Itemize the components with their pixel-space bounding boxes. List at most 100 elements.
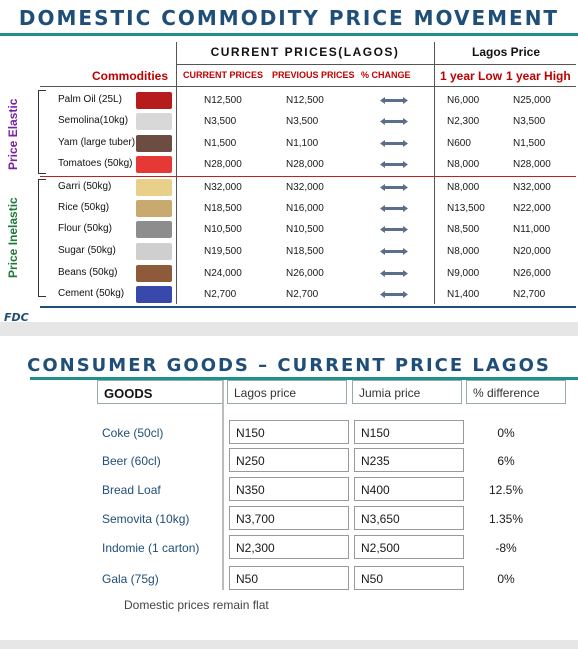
consumer-title: Consumer goods – current price Lagos bbox=[27, 355, 551, 376]
jumia-price: N50 bbox=[354, 566, 464, 590]
goods-name: Indomie (1 carton) bbox=[102, 541, 200, 555]
price-difference: 12.5% bbox=[488, 483, 524, 497]
jumia-price: N150 bbox=[354, 420, 464, 444]
lagos-price: N150 bbox=[229, 420, 349, 444]
commodity-row: Palm Oil (25L) N12,500 N12,500 N6,000 N25,00… bbox=[0, 90, 578, 111]
lagos-price: N350 bbox=[229, 477, 349, 501]
current-price: N19,500 bbox=[204, 246, 242, 257]
commodity-name: Flour (50kg) bbox=[58, 223, 112, 234]
commodity-row: Semolina(10kg) N3,500 N3,500 N2,300 N3,500 bbox=[0, 111, 578, 132]
year-low-price: N8,500 bbox=[447, 224, 480, 235]
commodity-image bbox=[136, 92, 172, 109]
bottom-band bbox=[0, 640, 578, 649]
goods-row: Beer (60cl) N250 N235 6% bbox=[0, 448, 578, 474]
commodity-name: Semolina(10kg) bbox=[58, 115, 129, 126]
year-low-price: N6,000 bbox=[447, 95, 480, 106]
previous-price: N28,000 bbox=[286, 159, 324, 170]
elastic-bracket bbox=[38, 90, 46, 174]
jumia-column-header: Jumia price bbox=[352, 380, 462, 404]
commodity-name: Sugar (50kg) bbox=[58, 245, 116, 256]
previous-price: N12,500 bbox=[286, 95, 324, 106]
previous-price: N26,000 bbox=[286, 268, 324, 279]
goods-row: Gala (75g) N50 N50 0% bbox=[0, 566, 578, 592]
previous-price: N32,000 bbox=[286, 182, 324, 193]
year-high-price: N3,500 bbox=[513, 116, 546, 127]
current-price: N10,500 bbox=[204, 224, 242, 235]
commodity-image bbox=[136, 156, 172, 173]
previous-price: N10,500 bbox=[286, 224, 324, 235]
fdc-logo: FDC bbox=[4, 311, 29, 324]
commodity-name: Garri (50kg) bbox=[58, 181, 112, 192]
goods-row: Coke (50cl) N150 N150 0% bbox=[0, 420, 578, 446]
difference-column-header: % difference bbox=[466, 380, 566, 404]
commodity-image bbox=[136, 179, 172, 196]
current-price: N3,500 bbox=[204, 116, 237, 127]
lagos-price-header: Lagos Price bbox=[471, 45, 541, 59]
year-high-price: N26,000 bbox=[513, 268, 551, 279]
commodity-name: Tomatoes (50kg) bbox=[58, 158, 133, 169]
lagos-price: N250 bbox=[229, 448, 349, 472]
commodity-row: Garri (50kg) N32,000 N32,000 N8,000 N32,000 bbox=[0, 177, 578, 198]
current-price: N18,500 bbox=[204, 203, 242, 214]
goods-row: Semovita (10kg) N3,700 N3,650 1.35% bbox=[0, 506, 578, 532]
group-divider bbox=[40, 176, 576, 177]
grid-line bbox=[176, 64, 576, 65]
year-high-price: N22,000 bbox=[513, 203, 551, 214]
double-arrow-icon bbox=[380, 97, 408, 104]
jumia-price: N235 bbox=[354, 448, 464, 472]
current-price: N2,700 bbox=[204, 289, 237, 300]
year-low-price: N8,000 bbox=[447, 246, 480, 257]
double-arrow-icon bbox=[380, 118, 408, 125]
commodity-panel bbox=[0, 0, 578, 322]
lagos-column-header: Lagos price bbox=[227, 380, 347, 404]
year-low-price: N13,500 bbox=[447, 203, 485, 214]
commodity-row: Sugar (50kg) N19,500 N18,500 N8,000 N20,000 bbox=[0, 241, 578, 262]
commodities-column-header: Commodities bbox=[92, 69, 169, 83]
section-divider bbox=[0, 322, 578, 336]
commodity-row: Rice (50kg) N18,500 N16,000 N13,500 N22,000 bbox=[0, 198, 578, 219]
grid-line bbox=[434, 42, 435, 304]
current-price: N28,000 bbox=[204, 159, 242, 170]
double-arrow-icon bbox=[380, 270, 408, 277]
jumia-price: N3,650 bbox=[354, 506, 464, 530]
commodity-name: Rice (50kg) bbox=[58, 202, 110, 213]
previous-price: N16,000 bbox=[286, 203, 324, 214]
current-price: N24,000 bbox=[204, 268, 242, 279]
commodity-row: Beans (50kg) N24,000 N26,000 N9,000 N26,000 bbox=[0, 263, 578, 284]
footnote: Domestic prices remain flat bbox=[124, 598, 269, 612]
commodity-row: Yam (large tuber) N1,500 N1,100 N600 N1,500 bbox=[0, 133, 578, 154]
year-high-price: N1,500 bbox=[513, 138, 546, 149]
year-low-price: N8,000 bbox=[447, 182, 480, 193]
commodity-row: Flour (50kg) N10,500 N10,500 N8,500 N11,000 bbox=[0, 219, 578, 240]
inelastic-bracket bbox=[38, 179, 46, 297]
commodity-name: Cement (50kg) bbox=[58, 288, 125, 299]
year-high-price: N20,000 bbox=[513, 246, 551, 257]
commodity-row: Cement (50kg) N2,700 N2,700 N1,400 N2,700 bbox=[0, 284, 578, 305]
title-underline bbox=[30, 377, 578, 380]
year-low-price: N600 bbox=[447, 138, 471, 149]
year-high-price: N11,000 bbox=[513, 224, 551, 235]
lagos-price: N50 bbox=[229, 566, 349, 590]
double-arrow-icon bbox=[380, 205, 408, 212]
current-prices-header: CURRENT PRICES(LAGOS) bbox=[210, 45, 400, 59]
title-underline bbox=[0, 33, 578, 36]
jumia-price: N400 bbox=[354, 477, 464, 501]
current-price: N1,500 bbox=[204, 138, 237, 149]
year-low-price: N8,000 bbox=[447, 159, 480, 170]
previous-price: N2,700 bbox=[286, 289, 319, 300]
change-column-header: % CHANGE bbox=[361, 70, 411, 80]
commodity-name: Yam (large tuber) bbox=[58, 137, 136, 148]
table-bottom-line bbox=[40, 306, 576, 308]
year-high-price: N2,700 bbox=[513, 289, 546, 300]
price-difference: -8% bbox=[495, 541, 517, 555]
jumia-price: N2,500 bbox=[354, 535, 464, 559]
commodity-image bbox=[136, 135, 172, 152]
year-high-price: N28,000 bbox=[513, 159, 551, 170]
double-arrow-icon bbox=[380, 184, 408, 191]
commodity-image bbox=[136, 221, 172, 238]
goods-name: Bread Loaf bbox=[102, 483, 161, 497]
goods-name: Gala (75g) bbox=[102, 572, 159, 586]
current-price: N32,000 bbox=[204, 182, 242, 193]
lagos-price: N2,300 bbox=[229, 535, 349, 559]
year-low-header: 1 year Low bbox=[440, 69, 503, 83]
